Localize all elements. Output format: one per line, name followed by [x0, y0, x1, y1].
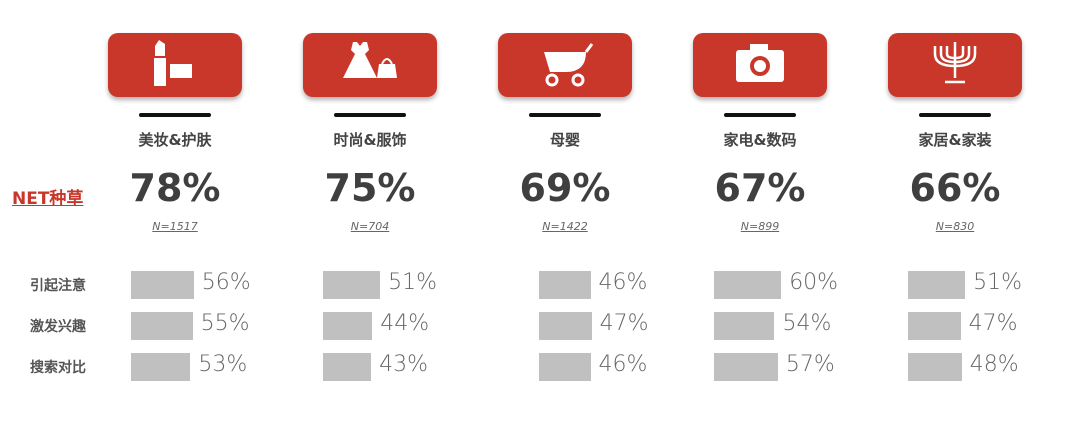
category-name: 家电&数码	[723, 131, 797, 149]
divider	[334, 113, 406, 117]
bar-value-label: 57%	[785, 352, 835, 377]
category-column: 美妆&护肤 78% N=1517	[75, 0, 275, 424]
net-value: 66%	[909, 166, 1001, 210]
bar-value-label: 47%	[599, 311, 649, 336]
divider	[139, 113, 211, 117]
bar	[131, 353, 191, 381]
category-name: 家居&家装	[918, 131, 992, 149]
bar	[323, 353, 372, 381]
divider	[724, 113, 796, 117]
bar-value-label: 60%	[789, 270, 839, 295]
sample-size: N=830	[935, 220, 975, 233]
row-label-compare: 搜索对比	[30, 360, 86, 376]
category-icon-box	[498, 33, 632, 97]
bar-value-label: 44%	[380, 311, 430, 336]
bar-value-label: 46%	[598, 352, 648, 377]
bar-value-label: 43%	[379, 352, 429, 377]
bar	[539, 271, 591, 299]
bar	[908, 312, 961, 340]
sample-size: N=1422	[542, 220, 588, 233]
divider	[919, 113, 991, 117]
row-label-interest: 激发兴趣	[30, 319, 86, 335]
net-label: NET种草	[12, 189, 84, 209]
category-icon-box	[888, 33, 1022, 97]
lipstick-icon	[145, 38, 205, 92]
row-label-attention: 引起注意	[30, 278, 86, 294]
menorah-icon	[925, 38, 985, 92]
net-value: 78%	[129, 166, 221, 210]
category-column: 家电&数码 67% N=899	[660, 0, 860, 424]
dress-bag-icon	[335, 38, 405, 92]
bar	[539, 353, 591, 381]
category-column: 家居&家装 66% N=830	[855, 0, 1055, 424]
bar	[908, 271, 966, 299]
bar-value-label: 48%	[969, 352, 1019, 377]
category-column: 时尚&服饰 75% N=704	[270, 0, 470, 424]
bar	[714, 353, 778, 381]
bar-value-label: 51%	[973, 270, 1023, 295]
bar-value-label: 55%	[200, 311, 250, 336]
bar-value-label: 51%	[388, 270, 438, 295]
bar-value-label: 53%	[198, 352, 248, 377]
bar	[714, 271, 782, 299]
bar	[908, 353, 962, 381]
bar	[323, 271, 381, 299]
category-name: 母婴	[549, 131, 580, 149]
bar-value-label: 56%	[201, 270, 251, 295]
category-icon-box	[693, 33, 827, 97]
divider	[529, 113, 601, 117]
category-icon-box	[303, 33, 437, 97]
category-icon-box	[108, 33, 242, 97]
category-name: 美妆&护肤	[138, 131, 212, 149]
sample-size: N=704	[350, 220, 390, 233]
net-value: 69%	[519, 166, 611, 210]
net-value: 67%	[714, 166, 806, 210]
category-column: 母婴 69% N=1422	[465, 0, 665, 424]
category-name: 时尚&服饰	[333, 131, 407, 149]
bar	[131, 312, 193, 340]
sample-size: N=1517	[152, 220, 198, 233]
bar-value-label: 46%	[598, 270, 648, 295]
bar-value-label: 47%	[968, 311, 1018, 336]
bar	[539, 312, 592, 340]
camera-icon	[730, 38, 790, 92]
stroller-icon	[530, 38, 600, 92]
bar	[131, 271, 194, 299]
bar	[323, 312, 373, 340]
bar	[714, 312, 775, 340]
net-value: 75%	[324, 166, 416, 210]
bar-value-label: 54%	[782, 311, 832, 336]
sample-size: N=899	[740, 220, 780, 233]
